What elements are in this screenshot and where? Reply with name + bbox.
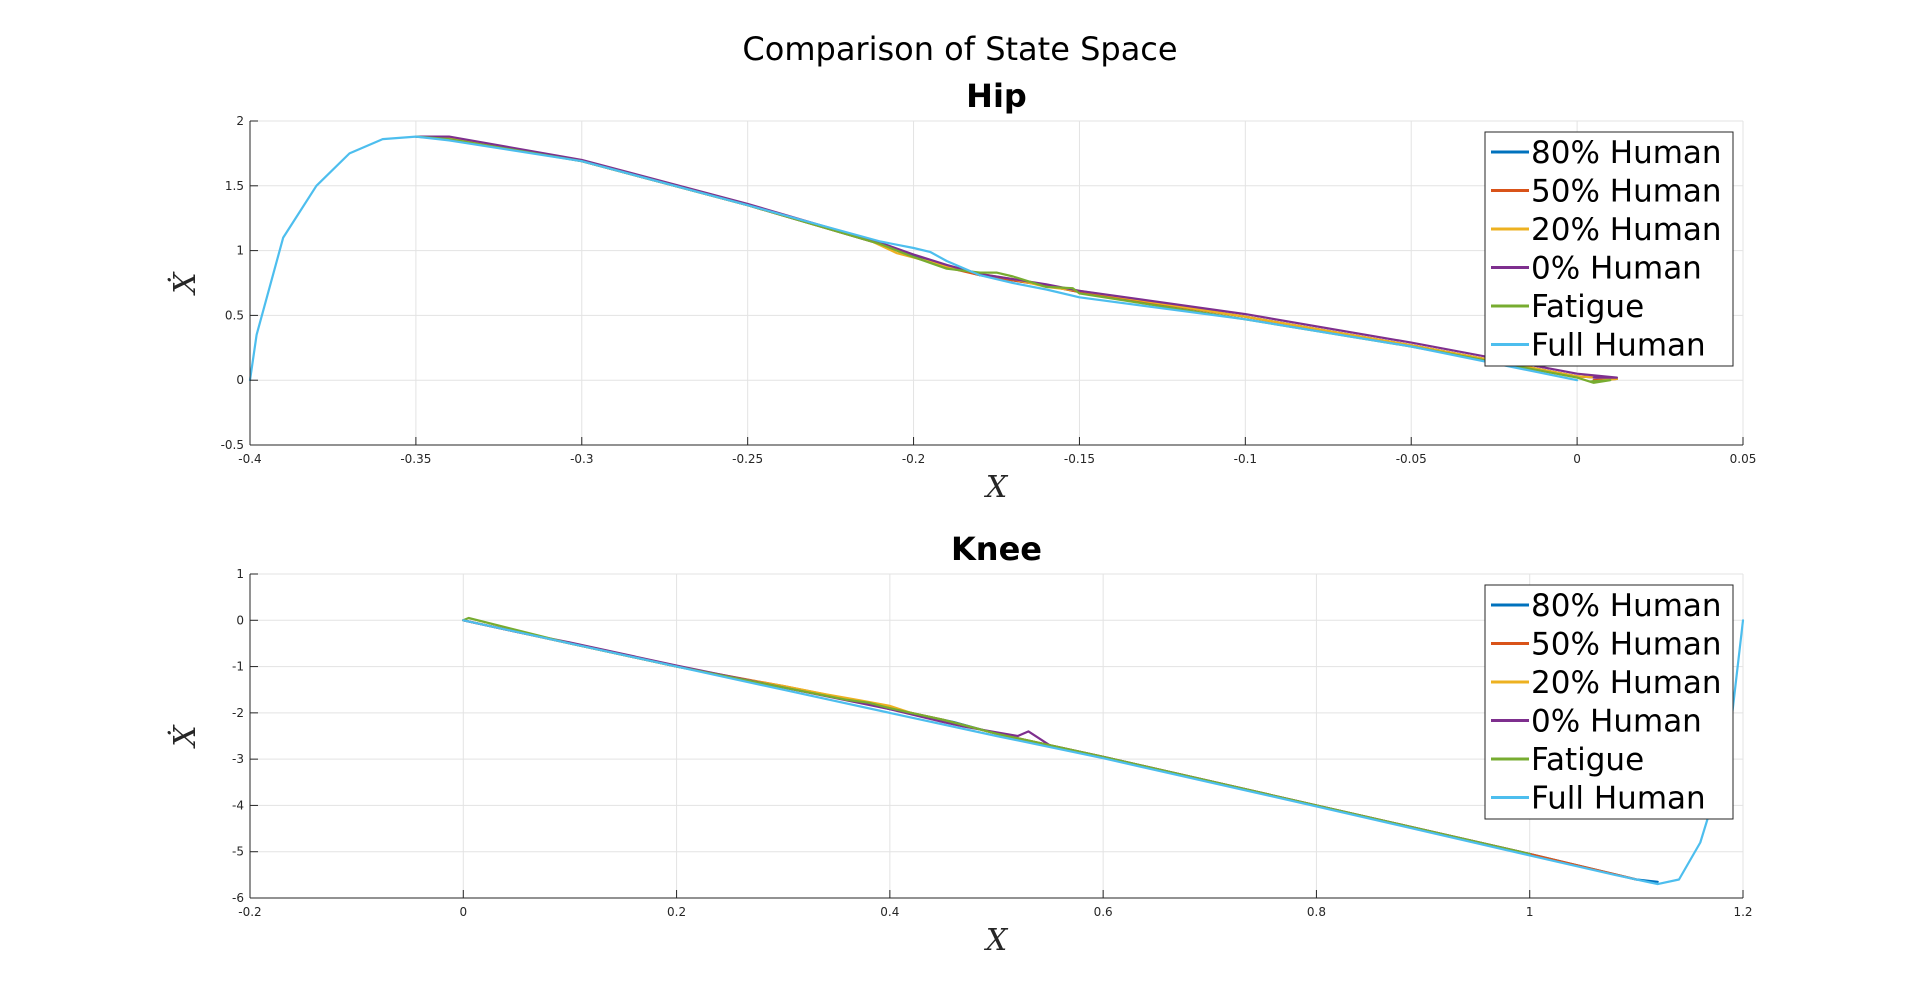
knee-legend-label-3: 0% Human	[1531, 704, 1702, 740]
knee-y-tick-label-5: -1	[232, 660, 244, 674]
knee-ylabel: Ẋ	[167, 724, 203, 749]
knee-legend-label-2: 20% Human	[1531, 665, 1722, 701]
hip-y-tick-label-5: 2	[236, 114, 244, 128]
knee-xlabel: X	[984, 923, 1009, 958]
knee-plot: -0.2 0 0.2 0.4 0.6 0.8 1 1.2 -6 -5 -4 -3 -2 -1 0 1 Knee X…	[167, 530, 1753, 958]
knee-x-tick-label-3: 0.4	[880, 905, 899, 919]
hip-x-tick-label-2: -0.3	[570, 452, 593, 466]
hip-x-tick-label-5: -0.15	[1064, 452, 1095, 466]
hip-series-0	[414, 135, 1619, 382]
knee-y-tick-label-4: -2	[232, 706, 244, 720]
hip-series-1	[414, 135, 1619, 382]
hip-title: Hip	[966, 77, 1027, 115]
hip-y-tick-label-4: 1.5	[225, 179, 244, 193]
knee-legend-label-0: 80% Human	[1531, 588, 1722, 624]
knee-x-tick-label-6: 1	[1526, 905, 1534, 919]
hip-legend-label-2: 20% Human	[1531, 212, 1722, 248]
knee-y-tick-label-1: -5	[232, 845, 244, 859]
knee-y-tick-label-2: -4	[232, 798, 244, 812]
hip-series-5	[248, 135, 1579, 382]
hip-x-tick-label-4: -0.2	[902, 452, 925, 466]
hip-y-tick-label-2: 0.5	[225, 308, 244, 322]
hip-legend-label-5: Full Human	[1531, 328, 1706, 364]
knee-title: Knee	[951, 530, 1042, 568]
hip-x-tick-label-8: 0	[1573, 452, 1581, 466]
knee-legend	[1484, 584, 1734, 820]
knee-x-tick-label-1: 0	[459, 905, 467, 919]
knee-x-tick-label-2: 0.2	[667, 905, 686, 919]
hip-legend-label-0: 80% Human	[1531, 135, 1722, 171]
hip-legend-label-3: 0% Human	[1531, 251, 1702, 287]
knee-legend-label-4: Fatigue	[1531, 742, 1644, 778]
knee-x-tick-label-4: 0.6	[1094, 905, 1113, 919]
knee-x-tick-label-0: -0.2	[238, 905, 261, 919]
hip-y-tick-label-3: 1	[236, 244, 244, 258]
knee-legend-label-1: 50% Human	[1531, 627, 1722, 663]
hip-xlabel: X	[984, 470, 1009, 505]
hip-x-tick-label-3: -0.25	[732, 452, 763, 466]
hip-x-tick-label-1: -0.35	[400, 452, 431, 466]
figure-title: Comparison of State Space	[742, 30, 1177, 68]
hip-legend	[1484, 131, 1734, 367]
hip-x-tick-label-6: -0.1	[1234, 452, 1257, 466]
hip-series-3	[414, 135, 1619, 379]
hip-plot: -0.4 -0.35 -0.3 -0.25 -0.2 -0.15 -0.1 -0.05 0 0.0…	[167, 77, 1756, 505]
hip-x-tick-label-7: -0.05	[1396, 452, 1427, 466]
hip-ylabel: Ẋ	[167, 271, 203, 296]
hip-legend-label-1: 50% Human	[1531, 174, 1722, 210]
hip-legend-label-4: Fatigue	[1531, 289, 1644, 325]
knee-y-tick-label-6: 0	[236, 613, 244, 627]
knee-y-tick-label-0: -6	[232, 891, 244, 905]
hip-x-tick-label-9: 0.05	[1730, 452, 1757, 466]
knee-legend-label-5: Full Human	[1531, 781, 1706, 817]
knee-y-tick-label-3: -3	[232, 752, 244, 766]
hip-y-tick-label-1: 0	[236, 373, 244, 387]
hip-y-tick-label-0: -0.5	[221, 438, 244, 452]
knee-y-tick-label-7: 1	[236, 567, 244, 581]
hip-series-2	[414, 135, 1619, 383]
hip-x-tick-label-0: -0.4	[238, 452, 261, 466]
knee-x-tick-label-7: 1.2	[1733, 905, 1752, 919]
knee-x-tick-label-5: 0.8	[1307, 905, 1326, 919]
